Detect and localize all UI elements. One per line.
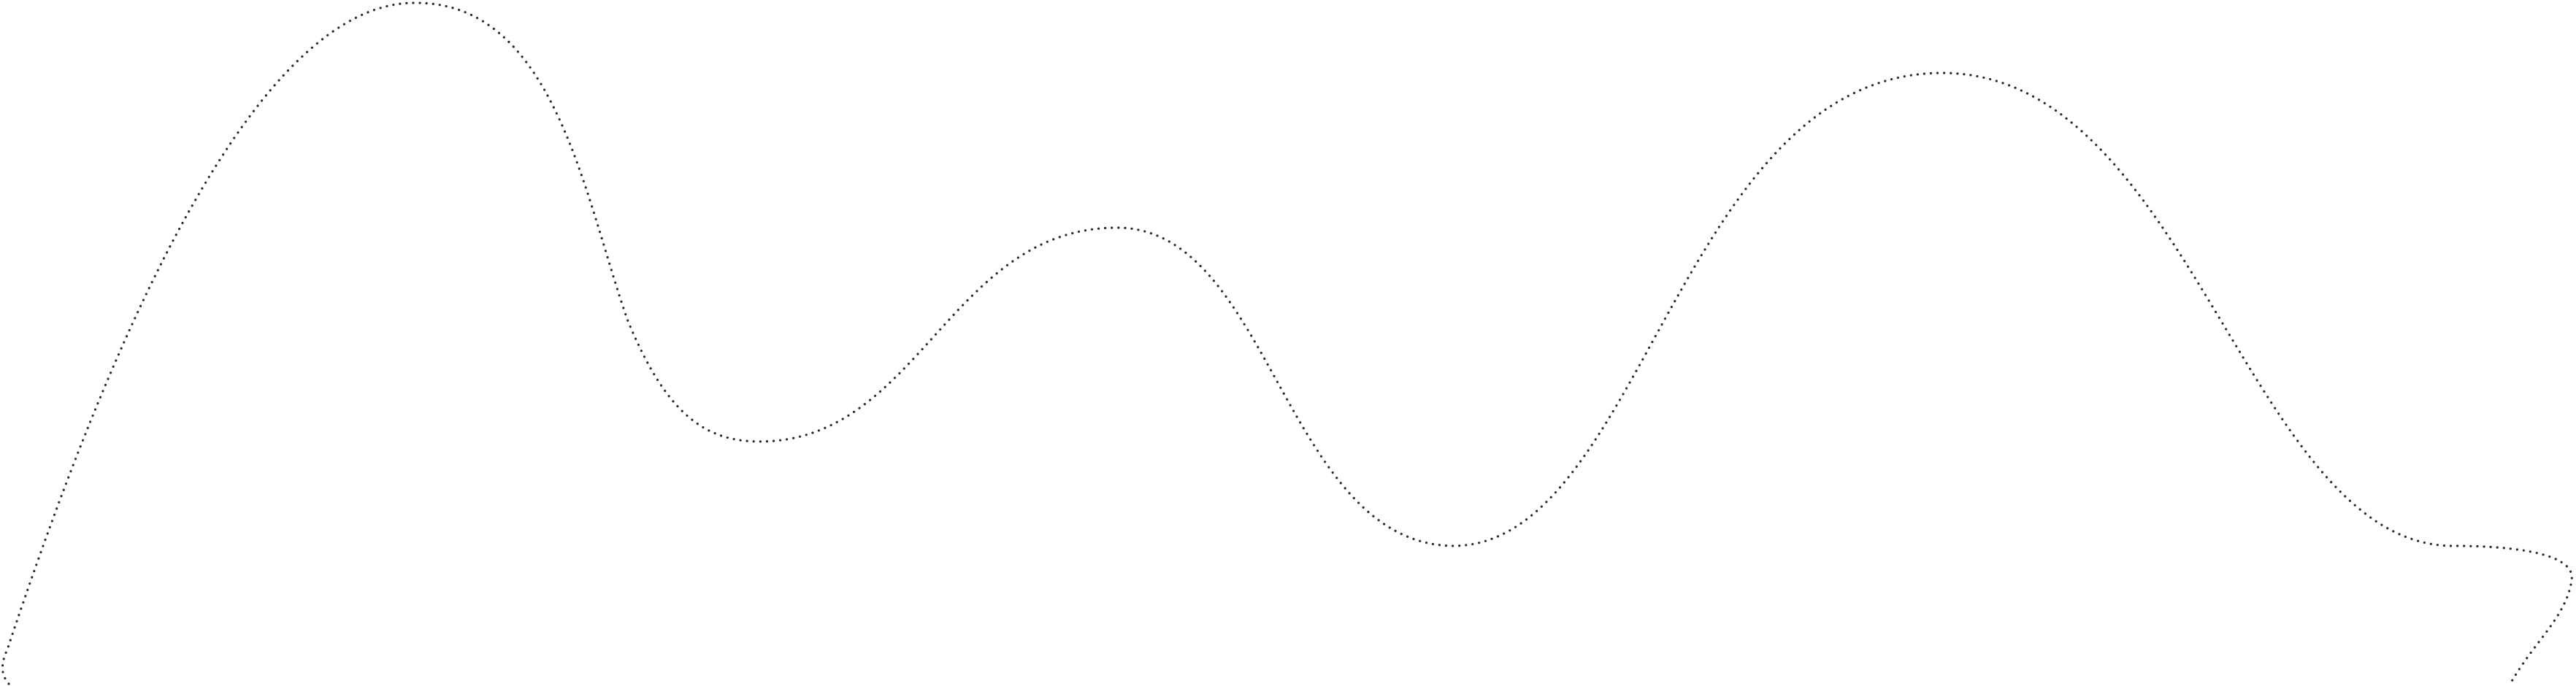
dotted-wave-path [1, 1, 2573, 685]
dotted-wave-line [1, 1, 2573, 685]
blank-canvas [1, 1, 2573, 685]
